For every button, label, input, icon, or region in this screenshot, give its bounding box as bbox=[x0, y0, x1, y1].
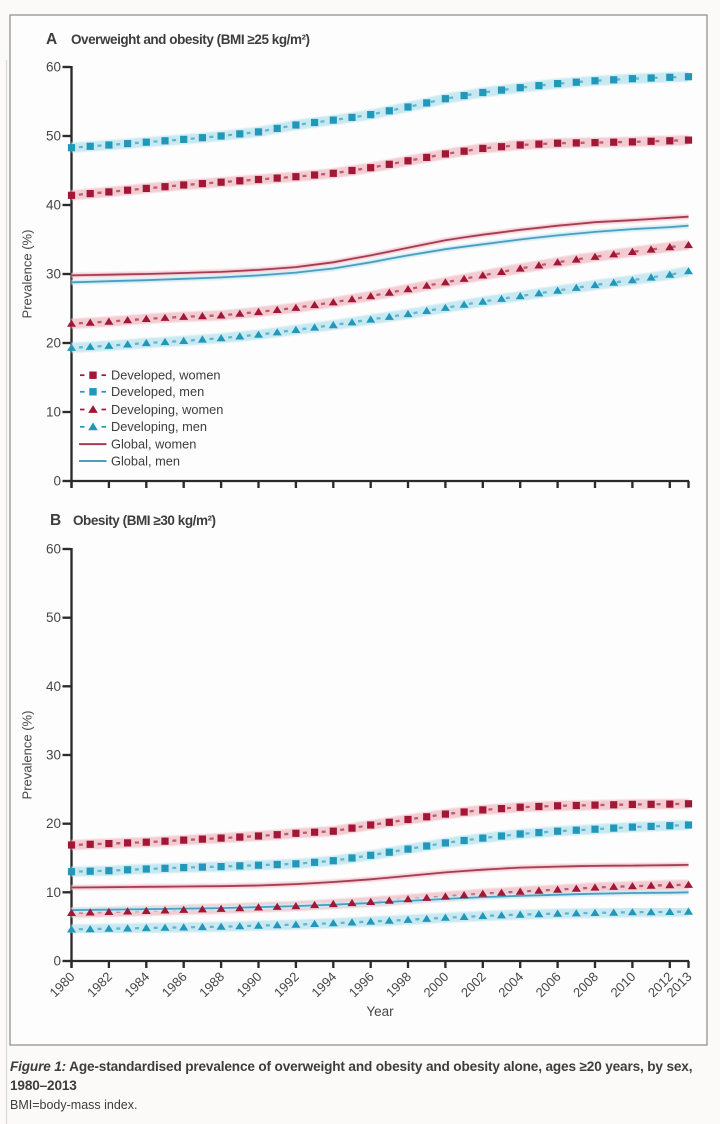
svg-text:40: 40 bbox=[46, 198, 61, 213]
svg-text:10: 10 bbox=[46, 405, 61, 420]
svg-text:10: 10 bbox=[46, 885, 61, 900]
svg-text:Overweight and obesity (BMI ≥2: Overweight and obesity (BMI ≥25 kg/m²) bbox=[71, 32, 310, 47]
svg-text:0: 0 bbox=[53, 954, 61, 969]
svg-text:B: B bbox=[50, 512, 61, 529]
svg-text:20: 20 bbox=[46, 336, 61, 351]
svg-text:Developed, women: Developed, women bbox=[111, 368, 221, 383]
svg-text:Prevalence (%): Prevalence (%) bbox=[20, 230, 35, 319]
svg-text:30: 30 bbox=[46, 267, 61, 282]
svg-text:Obesity (BMI ≥30 kg/m²): Obesity (BMI ≥30 kg/m²) bbox=[73, 513, 216, 528]
svg-text:0: 0 bbox=[53, 474, 61, 489]
svg-text:60: 60 bbox=[46, 542, 61, 557]
svg-text:20: 20 bbox=[46, 816, 61, 831]
svg-text:30: 30 bbox=[46, 748, 61, 763]
svg-text:A: A bbox=[46, 31, 57, 48]
svg-text:Developing, men: Developing, men bbox=[111, 419, 207, 434]
svg-text:Prevalence (%): Prevalence (%) bbox=[20, 711, 35, 800]
svg-text:40: 40 bbox=[46, 679, 61, 694]
svg-text:50: 50 bbox=[46, 129, 61, 144]
svg-text:50: 50 bbox=[46, 610, 61, 625]
svg-text:Global, men: Global, men bbox=[111, 453, 180, 468]
svg-text:Developed, men: Developed, men bbox=[111, 384, 204, 399]
svg-text:Global, women: Global, women bbox=[111, 436, 196, 451]
svg-text:Developing, women: Developing, women bbox=[111, 402, 223, 417]
svg-text:60: 60 bbox=[46, 60, 61, 75]
svg-text:Year: Year bbox=[366, 1004, 394, 1019]
